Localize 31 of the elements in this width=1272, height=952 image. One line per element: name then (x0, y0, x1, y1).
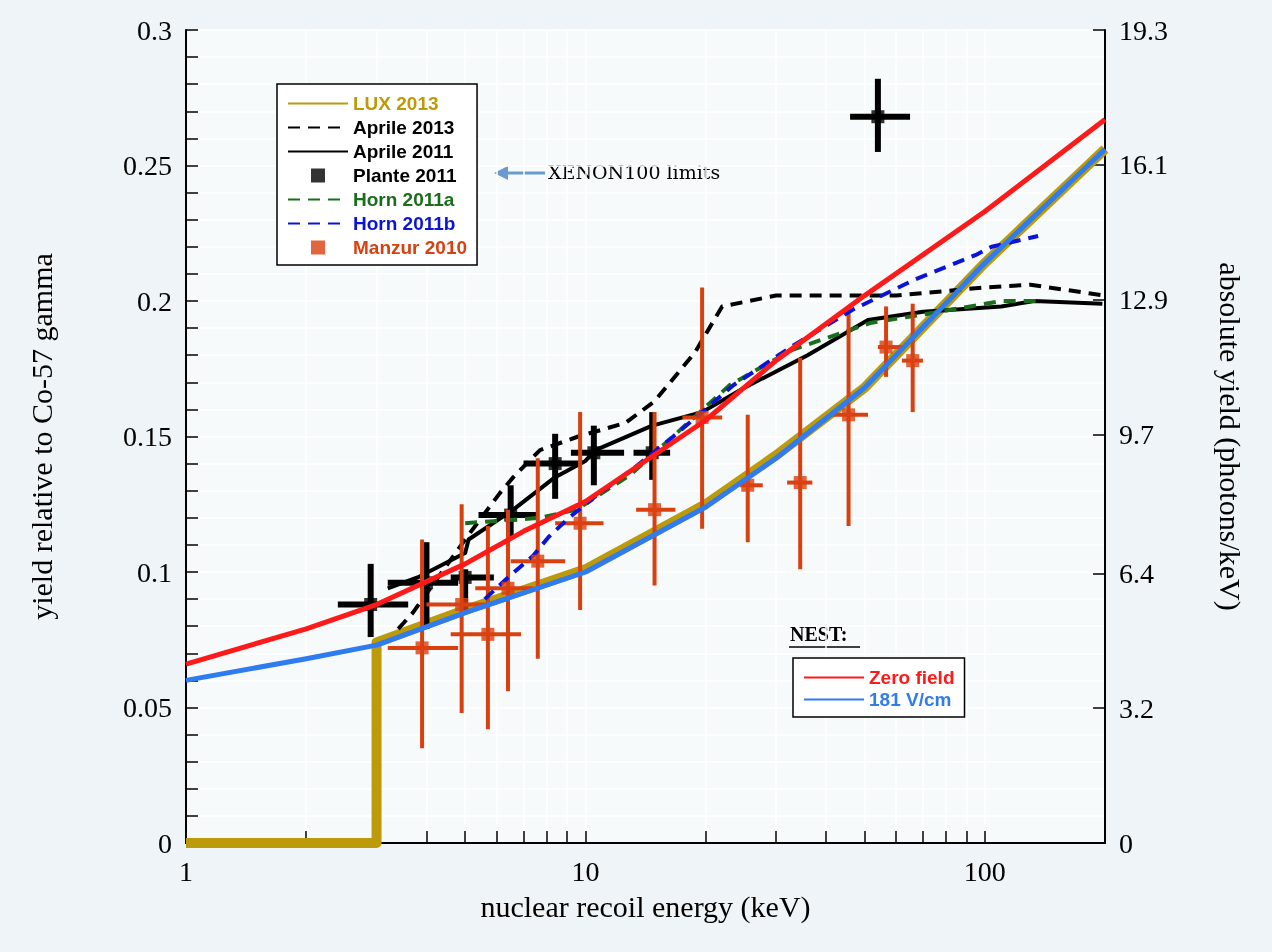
y2-tick-label: 6.4 (1119, 557, 1154, 589)
legend-label: Zero field (869, 667, 955, 688)
y2-tick-label: 16.1 (1119, 149, 1168, 181)
y2-tick-label: 9.7 (1119, 418, 1154, 450)
y-tick-label: 0.15 (123, 421, 172, 452)
y-tick-label: 0.25 (123, 150, 172, 181)
legend-label: Plante 2011 (353, 165, 457, 186)
x-axis-title: nuclear recoil energy (keV) (480, 889, 811, 924)
y2-tick-label: 19.3 (1119, 14, 1168, 46)
legend-label: Aprile 2011 (353, 141, 454, 162)
legend-label: Manzur 2010 (353, 237, 468, 258)
y-tick-label: 0.05 (123, 692, 172, 723)
legend-title: NEST: (790, 623, 848, 645)
y2-tick-label: 12.9 (1119, 284, 1168, 316)
legend-label: Aprile 2013 (353, 117, 455, 138)
legend-label: LUX 2013 (353, 93, 439, 114)
y-axis-title: yield relative to Co-57 gamma (24, 253, 58, 620)
x-tick-label: 10 (571, 855, 600, 887)
annotation: XENON100 limits (548, 160, 721, 183)
y2-tick-label: 3.2 (1119, 692, 1154, 724)
y-tick-label: 0 (158, 827, 172, 859)
x-tick-label: 1 (179, 855, 193, 887)
legend-label: 181 V/cm (869, 689, 952, 710)
x-tick-label: 100 (963, 855, 1006, 887)
y2-tick-label: 0 (1119, 827, 1133, 859)
y2-axis-title: absolute yield (photons/keV) (1212, 262, 1247, 611)
y-tick-label: 0.3 (137, 14, 172, 46)
y-tick-label: 0.1 (137, 556, 172, 588)
y-tick-label: 0.2 (137, 285, 172, 317)
legend-label: Horn 2011a (353, 189, 455, 210)
legend-label: Horn 2011b (353, 213, 456, 234)
